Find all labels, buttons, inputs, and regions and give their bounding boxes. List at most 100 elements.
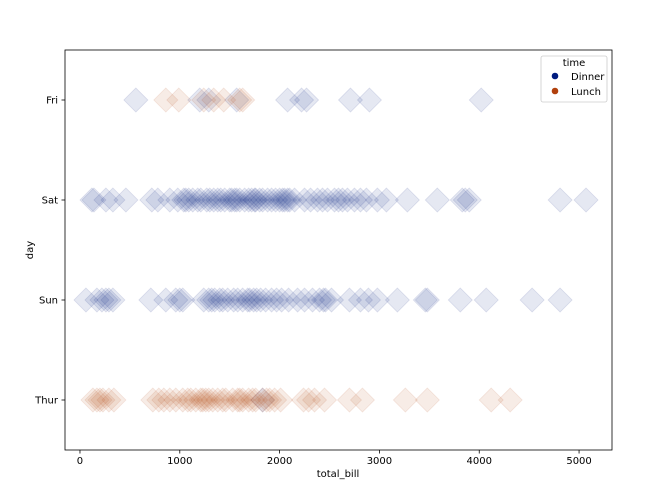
point-dinner-77 bbox=[96, 287, 122, 313]
point-lunch-48 bbox=[392, 387, 418, 413]
point-lunch-29 bbox=[213, 387, 239, 413]
point-dinner-33 bbox=[222, 187, 248, 213]
point-dinner-113 bbox=[355, 287, 382, 313]
point-dinner-82 bbox=[167, 287, 193, 313]
point-dinner-114 bbox=[364, 287, 390, 313]
point-dinner-80 bbox=[153, 287, 179, 313]
y-tick-label-thur: Thur bbox=[34, 396, 59, 407]
legend-marker-lunch bbox=[551, 87, 559, 95]
point-lunch-36 bbox=[243, 387, 269, 413]
plot-frame bbox=[64, 49, 613, 451]
point-dinner-47 bbox=[270, 187, 296, 213]
point-dinner-48 bbox=[272, 187, 298, 213]
point-dinner-121 bbox=[547, 287, 573, 313]
point-dinner-106 bbox=[299, 287, 326, 313]
point-lunch-51 bbox=[497, 387, 523, 413]
point-lunch-25 bbox=[196, 387, 222, 413]
point-dinner-9 bbox=[468, 87, 494, 113]
point-dinner-111 bbox=[336, 287, 363, 313]
point-lunch-10 bbox=[90, 387, 116, 413]
point-dinner-50 bbox=[277, 187, 303, 213]
point-dinner-72 bbox=[573, 187, 599, 213]
point-dinner-91 bbox=[221, 287, 247, 313]
point-lunch-40 bbox=[262, 387, 288, 413]
point-dinner-78 bbox=[100, 287, 126, 313]
point-lunch-8 bbox=[84, 387, 110, 413]
point-dinner-119 bbox=[473, 287, 499, 313]
point-dinner-100 bbox=[259, 287, 285, 313]
point-dinner-86 bbox=[199, 287, 225, 313]
point-dinner-92 bbox=[225, 287, 251, 313]
point-dinner-6 bbox=[293, 87, 320, 113]
point-dinner-14 bbox=[113, 187, 139, 213]
point-dinner-26 bbox=[197, 187, 223, 213]
x-tick-label-5: 5000 bbox=[566, 456, 591, 467]
point-dinner-101 bbox=[264, 287, 290, 313]
point-lunch-28 bbox=[210, 387, 236, 413]
point-lunch-18 bbox=[170, 387, 196, 413]
point-lunch-43 bbox=[295, 387, 322, 413]
point-lunch-50 bbox=[478, 387, 504, 413]
point-dinner-85 bbox=[196, 287, 222, 313]
point-lunch-46 bbox=[336, 387, 363, 413]
point-dinner-19 bbox=[171, 187, 197, 213]
point-lunch-1 bbox=[166, 87, 192, 113]
point-dinner-70 bbox=[456, 187, 482, 213]
point-dinner-0 bbox=[123, 87, 149, 113]
point-lunch-5 bbox=[227, 87, 253, 113]
point-dinner-29 bbox=[208, 187, 234, 213]
point-dinner-36 bbox=[232, 187, 258, 213]
point-dinner-118 bbox=[447, 287, 473, 313]
point-dinner-61 bbox=[341, 187, 368, 213]
x-tick-label-4: 4000 bbox=[467, 456, 492, 467]
x-axis-label: total_bill bbox=[317, 469, 360, 480]
y-axis-label: day bbox=[25, 241, 36, 259]
point-dinner-1 bbox=[187, 87, 213, 113]
point-dinner-3 bbox=[224, 87, 250, 113]
point-dinner-52 bbox=[291, 187, 318, 213]
point-dinner-56 bbox=[314, 187, 341, 213]
point-dinner-93 bbox=[230, 287, 256, 313]
point-dinner-120 bbox=[519, 287, 545, 313]
point-dinner-35 bbox=[227, 187, 253, 213]
point-lunch-9 bbox=[87, 387, 113, 413]
point-dinner-79 bbox=[138, 287, 164, 313]
x-tick-label-2: 2000 bbox=[267, 456, 292, 467]
point-dinner-76 bbox=[93, 287, 119, 313]
point-dinner-21 bbox=[176, 187, 202, 213]
x-tick-label-3: 3000 bbox=[367, 456, 392, 467]
point-dinner-66 bbox=[394, 187, 420, 213]
legend-label-lunch: Lunch bbox=[571, 87, 601, 98]
point-lunch-15 bbox=[151, 387, 177, 413]
point-lunch-32 bbox=[227, 387, 253, 413]
point-lunch-19 bbox=[175, 387, 201, 413]
point-dinner-97 bbox=[244, 287, 270, 313]
legend: time Dinner Lunch bbox=[540, 55, 608, 103]
point-lunch-21 bbox=[183, 387, 209, 413]
point-dinner-42 bbox=[250, 187, 276, 213]
point-dinner-11 bbox=[81, 187, 107, 213]
point-lunch-41 bbox=[268, 387, 294, 413]
point-dinner-98 bbox=[248, 287, 274, 313]
point-dinner-67 bbox=[424, 187, 450, 213]
point-dinner-112 bbox=[347, 287, 374, 313]
point-dinner-32 bbox=[219, 187, 245, 213]
point-lunch-42 bbox=[290, 387, 317, 413]
point-dinner-37 bbox=[236, 187, 262, 213]
point-dinner-94 bbox=[235, 287, 261, 313]
point-dinner-24 bbox=[188, 187, 214, 213]
point-dinner-83 bbox=[170, 287, 196, 313]
point-dinner-38 bbox=[239, 187, 265, 213]
point-dinner-49 bbox=[275, 187, 301, 213]
point-dinner-116 bbox=[412, 287, 438, 313]
point-dinner-31 bbox=[217, 187, 243, 213]
point-dinner-117 bbox=[414, 287, 440, 313]
point-dinner-54 bbox=[304, 187, 331, 213]
point-dinner-102 bbox=[269, 287, 295, 313]
point-dinner-81 bbox=[163, 287, 189, 313]
point-dinner-71 bbox=[547, 187, 573, 213]
point-dinner-16 bbox=[145, 187, 171, 213]
point-lunch-14 bbox=[146, 387, 172, 413]
point-dinner-122 bbox=[250, 387, 276, 413]
